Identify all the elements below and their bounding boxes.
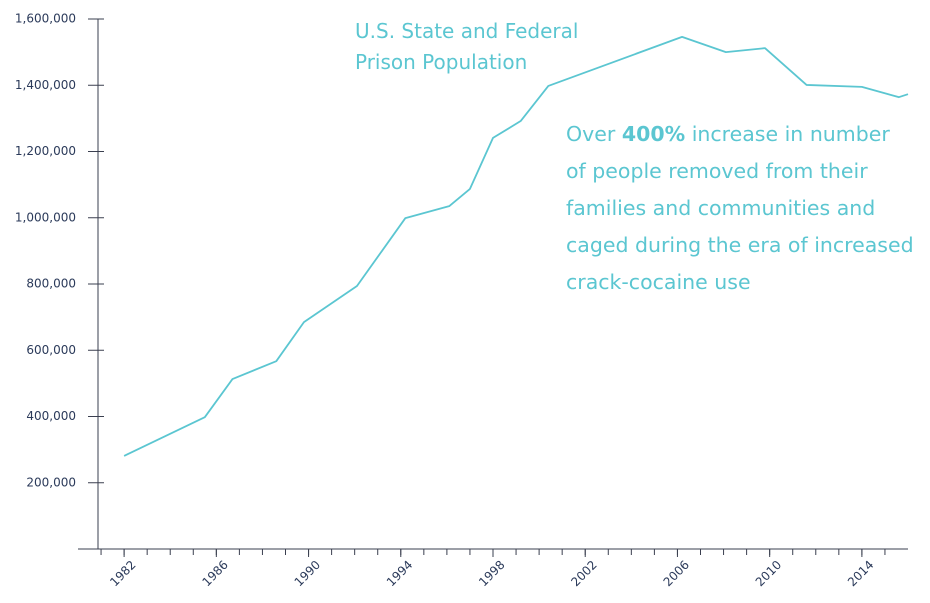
y-tick-label: 1,200,000: [15, 144, 76, 158]
y-tick-label: 200,000: [26, 475, 76, 489]
x-tick-label: 2002: [568, 558, 599, 589]
data-line: [123, 35, 909, 457]
y-tick-label: 800,000: [26, 277, 76, 291]
chart-title: U.S. State and Federal Prison Population: [355, 19, 579, 74]
y-tick-label: 1,000,000: [15, 210, 76, 224]
x-tick-label: 2010: [753, 558, 784, 589]
y-tick-label: 400,000: [26, 409, 76, 423]
x-tick-label: 1982: [107, 558, 138, 589]
x-tick-label: 2006: [661, 558, 692, 589]
annotation-text: Over: [566, 122, 622, 146]
y-tick-label: 1,600,000: [15, 12, 76, 26]
x-tick-label: 1994: [384, 558, 415, 589]
y-tick-label: 600,000: [26, 343, 76, 357]
annotation: Over 400% increase in number of people r…: [566, 116, 916, 301]
x-tick-label: 2014: [845, 558, 876, 589]
annotation-highlight: 400%: [621, 122, 686, 146]
x-tick-label: 1998: [476, 558, 507, 589]
annotation-text: increase in number of people removed fro…: [566, 122, 914, 294]
x-tick-label: 1986: [199, 558, 230, 589]
x-tick-label: 1990: [292, 558, 323, 589]
y-tick-label: 1,400,000: [15, 78, 76, 92]
